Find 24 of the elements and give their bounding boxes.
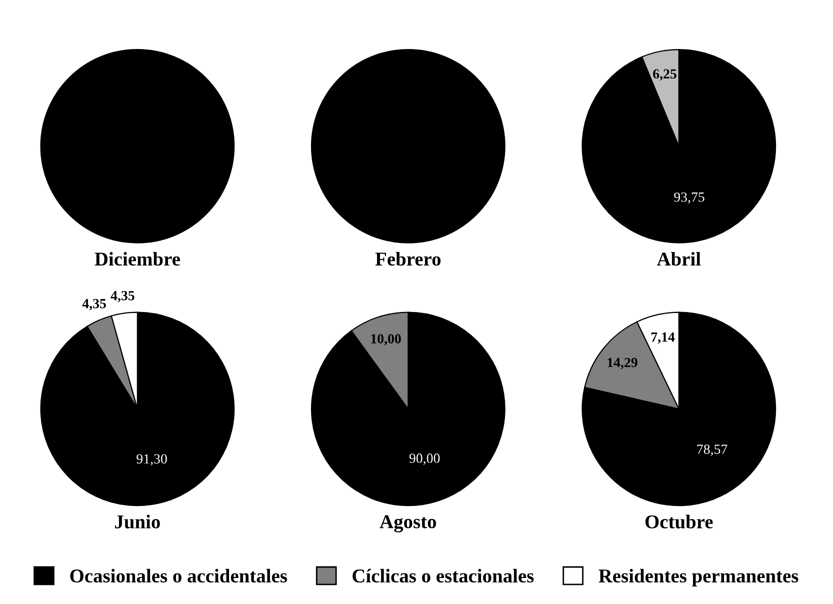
pie-slice: [310, 312, 506, 506]
data-label: 14,29: [608, 358, 638, 370]
text: Febrero: [375, 252, 441, 266]
text: Junio: [115, 514, 160, 528]
data-label: 90,00: [409, 454, 440, 465]
legend-label: Residentes permanentes: [598, 568, 798, 586]
legend-label: Cíclicas o estacionales: [352, 568, 534, 583]
data-label: 91,30: [136, 454, 167, 466]
data-label: 78,57: [697, 444, 728, 456]
data-label: 4,35: [82, 298, 106, 310]
data-label: 10,00: [371, 334, 401, 346]
text: Octubre: [645, 514, 713, 528]
text: Agosto: [380, 515, 436, 532]
pie-slice: [582, 48, 776, 244]
text: Diciembre: [94, 252, 180, 266]
data-label: 93,75: [674, 192, 704, 204]
data-label: 6,25: [653, 69, 676, 81]
data-label: 7,14: [651, 332, 675, 344]
legend-label: Ocasionales o accidentales: [70, 568, 287, 583]
data-label: 4,35: [110, 290, 134, 302]
pie-slice: [40, 312, 235, 506]
pie-slice: [86, 315, 138, 410]
text: Abril: [656, 252, 701, 266]
pie-slice: [582, 312, 776, 506]
